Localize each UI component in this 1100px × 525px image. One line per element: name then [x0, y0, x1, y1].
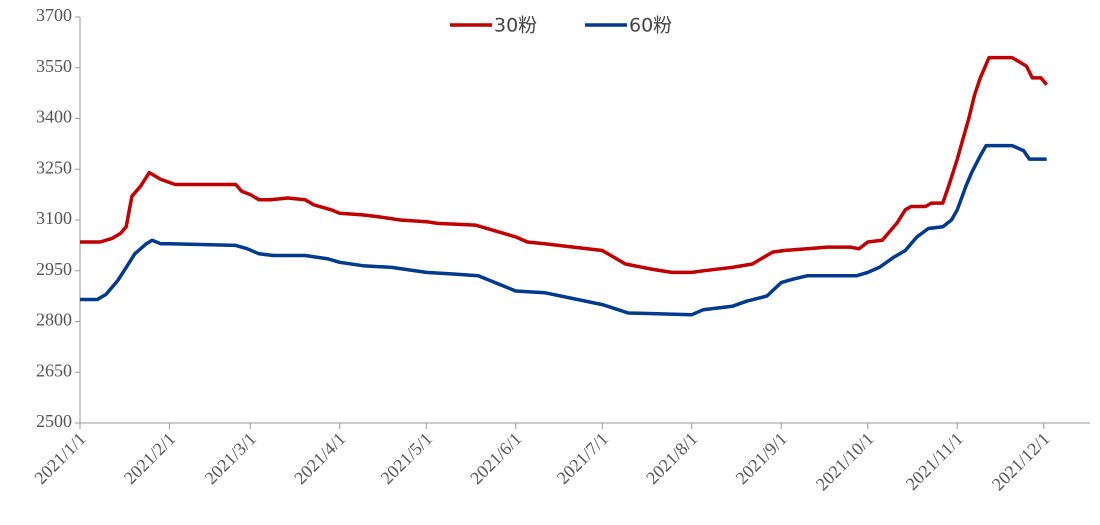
- x-tick-label: 2021/8/1: [642, 429, 701, 488]
- y-tick-label: 3400: [36, 107, 72, 127]
- x-tick-label: 2021/7/1: [553, 429, 612, 488]
- y-tick-label: 3700: [36, 5, 72, 25]
- x-tick-label: 2021/3/1: [201, 429, 260, 488]
- x-tick-label: 2021/5/1: [377, 429, 436, 488]
- x-tick-label: 2021/1/1: [30, 429, 89, 488]
- y-tick-label: 3550: [36, 56, 72, 76]
- y-tick-label: 3100: [36, 208, 72, 228]
- x-tick-label: 2021/11/1: [902, 429, 967, 494]
- y-tick-label: 2650: [36, 360, 72, 380]
- y-tick-label: 2500: [36, 411, 72, 431]
- y-tick-label: 2800: [36, 310, 72, 330]
- y-tick-label: 3250: [36, 157, 72, 177]
- x-tick-label: 2021/10/1: [812, 429, 878, 495]
- x-tick-label: 2021/12/1: [988, 429, 1054, 495]
- series-line: [80, 143, 1047, 317]
- x-tick-label: 2021/9/1: [732, 429, 791, 488]
- y-tick-label: 2950: [36, 259, 72, 279]
- x-tick-label: 2021/6/1: [466, 429, 525, 488]
- legend-label: 30粉: [494, 15, 537, 37]
- legend-label: 60粉: [629, 15, 672, 37]
- series-line: [80, 55, 1049, 275]
- x-tick-label: 2021/2/1: [120, 429, 179, 488]
- x-tick-label: 2021/4/1: [290, 429, 349, 488]
